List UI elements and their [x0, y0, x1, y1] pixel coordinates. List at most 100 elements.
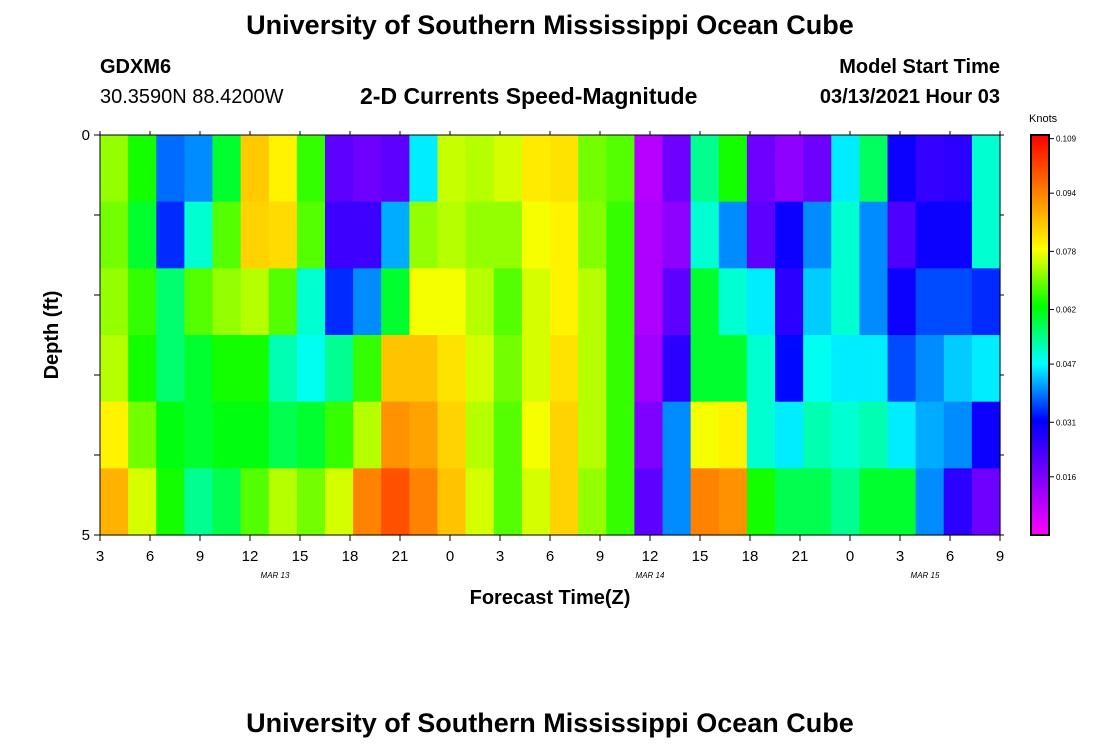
heatmap-cell	[943, 201, 973, 269]
heatmap-cell	[100, 135, 129, 203]
heatmap-cell	[859, 401, 889, 469]
heatmap-cell	[128, 468, 157, 536]
heatmap-cell	[268, 468, 298, 536]
colorbar-tick-label: 0.078	[1056, 247, 1077, 256]
heatmap-cell	[521, 201, 551, 269]
heatmap-cell	[634, 268, 664, 336]
heatmap-cell	[803, 335, 832, 403]
heatmap-cell	[803, 201, 832, 269]
heatmap-cell	[803, 401, 832, 469]
heatmap-cell	[128, 335, 157, 403]
heatmap-cell	[746, 268, 776, 336]
heatmap-cell	[493, 401, 523, 469]
heatmap-cell	[212, 335, 242, 403]
heatmap-cell	[690, 201, 720, 269]
x-tick-label: 12	[242, 548, 259, 565]
heatmap-cell	[184, 335, 214, 403]
heatmap-cell	[437, 201, 467, 269]
heatmap-cell	[240, 468, 270, 536]
heatmap-cell	[775, 468, 804, 536]
heatmap-cell	[296, 401, 326, 469]
heatmap-cell	[634, 201, 664, 269]
heatmap-cell	[775, 335, 804, 403]
heatmap-cell	[606, 335, 635, 403]
heatmap-cell	[803, 135, 832, 203]
heatmap-cell	[212, 201, 242, 269]
colorbar-tick-label: 0.047	[1056, 360, 1077, 369]
heatmap-cell	[493, 335, 523, 403]
heatmap-cell	[859, 135, 889, 203]
heatmap-cell	[325, 468, 354, 536]
heatmap-cell	[971, 401, 1001, 469]
heatmap-cell	[437, 268, 467, 336]
heatmap-cell	[128, 201, 157, 269]
heatmap-cell	[606, 468, 635, 536]
heatmap-cell	[325, 335, 354, 403]
x-tick-label: 6	[946, 548, 954, 565]
heatmap-cell	[268, 268, 298, 336]
heatmap-cell	[915, 468, 945, 536]
colorbar-tick-label: 0.062	[1056, 306, 1077, 315]
heatmap-cell	[831, 335, 860, 403]
x-tick-label: 12	[642, 548, 659, 565]
heatmap-cell	[212, 468, 242, 536]
heatmap-cell	[550, 401, 579, 469]
heatmap-cell	[943, 468, 973, 536]
heatmap-cell	[409, 335, 439, 403]
heatmap-cell	[718, 401, 748, 469]
heatmap-cell	[381, 335, 410, 403]
heatmap-cell	[381, 268, 410, 336]
heatmap-cell	[128, 268, 157, 336]
heatmap-cell	[521, 335, 551, 403]
heatmap-cell	[493, 135, 523, 203]
date-label: MAR 15	[911, 571, 940, 580]
heatmap-cell	[381, 468, 410, 536]
heatmap-cell	[521, 401, 551, 469]
x-axis-label: Forecast Time(Z)	[470, 587, 631, 609]
heatmap-cell	[943, 335, 973, 403]
axes: 3 6 9 12 15 18 21 0 3 6 9 12 15 18 21 0 3 6 9 MAR 13 MAR 14 M…	[82, 127, 1005, 580]
heatmap-cell	[662, 335, 692, 403]
heatmap-cell	[156, 401, 185, 469]
heatmap-cell	[156, 201, 185, 269]
heatmap-cell	[212, 268, 242, 336]
heatmap-cell	[550, 201, 579, 269]
model-start-label: Model Start Time	[839, 56, 1000, 78]
heatmap-cell	[381, 201, 410, 269]
heatmap-cell	[746, 401, 776, 469]
heatmap-cell	[775, 401, 804, 469]
heatmap-cell	[493, 268, 523, 336]
heatmap-cell	[690, 401, 720, 469]
heatmap-cell	[100, 468, 129, 536]
heatmap-cell	[887, 201, 917, 269]
heatmap-cell	[184, 268, 214, 336]
heatmap-cell	[381, 401, 410, 469]
heatmap-cell	[915, 268, 945, 336]
date-label: MAR 14	[636, 571, 665, 580]
heatmap-cell	[325, 135, 354, 203]
y-tick-label: 0	[82, 127, 90, 144]
heatmap-cell	[465, 401, 495, 469]
colorbar-tick-label: 0.016	[1056, 473, 1077, 482]
heatmap-cell	[859, 201, 889, 269]
heatmap-cell	[915, 401, 945, 469]
heatmap-cell	[887, 335, 917, 403]
heatmap-cell	[971, 201, 1001, 269]
heatmap-cell	[775, 201, 804, 269]
x-tick-label: 21	[792, 548, 809, 565]
heatmap-cell	[718, 201, 748, 269]
colorbar-tick-label: 0.109	[1056, 135, 1077, 144]
heatmap-cell	[268, 335, 298, 403]
heatmap-cell	[859, 335, 889, 403]
heatmap-cell	[915, 335, 945, 403]
heatmap-cell	[353, 201, 382, 269]
heatmap-cell	[971, 268, 1001, 336]
heatmap-cell	[718, 135, 748, 203]
colorbar-tick-label: 0.031	[1056, 418, 1077, 427]
colorbar: 0.109 0.094 0.078 0.062 0.047 0.031 0.016	[1030, 134, 1077, 536]
heatmap-cell	[409, 135, 439, 203]
heatmap-cell	[634, 468, 664, 536]
heatmap-cell	[268, 135, 298, 203]
heatmap-cell	[240, 135, 270, 203]
x-tick-label: 9	[996, 548, 1004, 565]
